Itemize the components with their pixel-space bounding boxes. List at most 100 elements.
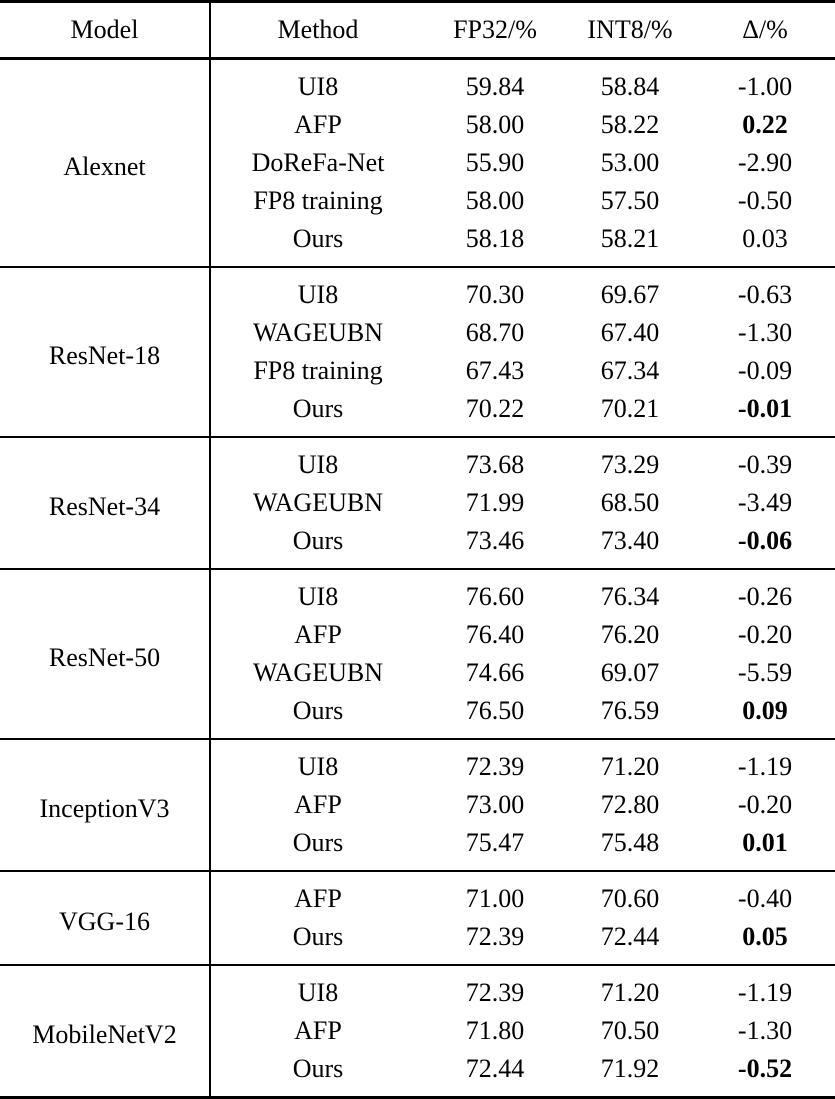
model-group: ResNet-18 UI8 70.30 69.67 -0.63 WAGEUBN 68.70 6… (0, 267, 835, 437)
fp32-cell: 73.46 (465, 526, 525, 555)
table-row: WAGEUBN 68.70 67.40 -1.30 (0, 314, 835, 352)
delta-cell: 0.05 (742, 922, 788, 951)
method-cell: FP8 training (253, 356, 383, 385)
table-row: ResNet-34 UI8 73.68 73.29 -0.39 (0, 437, 835, 569)
fp32-cell: 55.90 (465, 148, 525, 177)
int8-cell: 71.20 (600, 752, 660, 781)
int8-cell: 58.84 (600, 72, 660, 101)
fp32-cell: 76.40 (465, 620, 525, 649)
table-row: DoReFa-Net 55.90 53.00 -2.90 (0, 144, 835, 182)
int8-cell: 71.92 (600, 1054, 660, 1083)
fp32-cell: 71.99 (465, 488, 525, 517)
table-row: AFP 76.40 76.20 -0.20 (0, 616, 835, 654)
table-row: VGG-16 AFP 71.00 70.60 -0.40 (0, 871, 835, 965)
table-row: WAGEUBN 74.66 69.07 -5.59 (0, 654, 835, 692)
fp32-cell: 73.00 (465, 790, 525, 819)
int8-cell: 58.22 (600, 110, 660, 139)
table-row: Ours 72.39 72.44 0.05 (0, 918, 835, 965)
table-row: Ours 73.46 73.40 -0.06 (0, 522, 835, 569)
model-cell: ResNet-50 (0, 569, 211, 739)
method-cell: Ours (292, 394, 344, 423)
int8-cell: 76.34 (600, 582, 660, 611)
int8-cell: 68.50 (600, 488, 660, 517)
delta-cell: -0.26 (737, 582, 793, 611)
table-row: Alexnet UI8 59.84 58.84 -1.00 (0, 58, 835, 267)
delta-cell: -5.59 (737, 658, 793, 687)
model-cell: MobileNetV2 (0, 965, 211, 1098)
delta-cell: -0.63 (737, 280, 793, 309)
fp32-cell: 70.30 (465, 280, 525, 309)
model-cell: InceptionV3 (0, 739, 211, 871)
int8-cell: 69.07 (600, 658, 660, 687)
model-group: ResNet-50 UI8 76.60 76.34 -0.26 AFP 76.40 76.20… (0, 569, 835, 739)
header-row: Model Method FP32/% INT8/% Δ/% (0, 1, 835, 59)
fp32-cell: 71.80 (465, 1016, 525, 1045)
model-cell: Alexnet (0, 58, 211, 267)
table-row: FP8 training 67.43 67.34 -0.09 (0, 352, 835, 390)
table-row: AFP 58.00 58.22 0.22 (0, 106, 835, 144)
fp32-cell: 76.60 (465, 582, 525, 611)
delta-cell: 0.09 (742, 696, 788, 725)
model-cell: VGG-16 (0, 871, 211, 965)
fp32-cell: 75.47 (465, 828, 525, 857)
method-cell: Ours (292, 1054, 344, 1083)
delta-cell: -0.50 (737, 186, 793, 215)
int8-cell: 67.40 (600, 318, 660, 347)
int8-cell: 70.60 (600, 884, 660, 913)
int8-cell: 73.40 (600, 526, 660, 555)
table-row: Ours 76.50 76.59 0.09 (0, 692, 835, 739)
method-cell: FP8 training (253, 186, 383, 215)
table-row: ResNet-50 UI8 76.60 76.34 -0.26 (0, 569, 835, 739)
fp32-cell: 72.39 (465, 752, 525, 781)
delta-cell: -0.09 (737, 356, 793, 385)
fp32-cell: 58.00 (465, 110, 525, 139)
fp32-cell: 68.70 (465, 318, 525, 347)
table-row: AFP 73.00 72.80 -0.20 (0, 786, 835, 824)
method-cell: UI8 (297, 72, 339, 101)
delta-cell: -1.30 (737, 1016, 793, 1045)
table-row: Ours 70.22 70.21 -0.01 (0, 390, 835, 437)
method-cell: Ours (292, 828, 344, 857)
table-row: Ours 72.44 71.92 -0.52 (0, 1050, 835, 1098)
table-row: Ours 58.18 58.21 0.03 (0, 220, 835, 267)
model-group: VGG-16 AFP 71.00 70.60 -0.40 Ours 72.39 72.44 0.… (0, 871, 835, 965)
model-group: InceptionV3 UI8 72.39 71.20 -1.19 AFP 73.00 72.… (0, 739, 835, 871)
fp32-cell: 72.39 (465, 922, 525, 951)
fp32-cell: 74.66 (465, 658, 525, 687)
method-cell: AFP (294, 790, 342, 819)
method-cell: UI8 (297, 450, 339, 479)
column-header-model: Model (0, 1, 211, 59)
model-group: Alexnet UI8 59.84 58.84 -1.00 AFP 58.00 58.22 0.… (0, 58, 835, 267)
fp32-cell: 58.18 (465, 224, 525, 253)
delta-cell: -0.06 (737, 526, 793, 555)
int8-cell: 70.21 (600, 394, 660, 423)
int8-cell: 57.50 (600, 186, 660, 215)
method-cell: Ours (292, 922, 344, 951)
delta-cell: -1.19 (737, 978, 793, 1007)
model-cell: ResNet-18 (0, 267, 211, 437)
delta-cell: 0.03 (742, 224, 788, 253)
int8-cell: 70.50 (600, 1016, 660, 1045)
table-row: WAGEUBN 71.99 68.50 -3.49 (0, 484, 835, 522)
fp32-cell: 59.84 (465, 72, 525, 101)
method-cell: UI8 (297, 582, 339, 611)
fp32-cell: 58.00 (465, 186, 525, 215)
fp32-cell: 73.68 (465, 450, 525, 479)
delta-cell: 0.01 (742, 828, 788, 857)
delta-cell: 0.22 (742, 110, 788, 139)
delta-cell: -0.01 (737, 394, 793, 423)
table-row: AFP 71.80 70.50 -1.30 (0, 1012, 835, 1050)
table-row: ResNet-18 UI8 70.30 69.67 -0.63 (0, 267, 835, 437)
column-header-method: Method (277, 15, 359, 44)
int8-cell: 67.34 (600, 356, 660, 385)
delta-cell: -1.19 (737, 752, 793, 781)
method-cell: WAGEUBN (253, 658, 383, 687)
column-header-delta: Δ/% (742, 15, 788, 44)
fp32-cell: 70.22 (465, 394, 525, 423)
delta-cell: -0.52 (737, 1054, 793, 1083)
method-cell: DoReFa-Net (251, 148, 385, 177)
column-header-int8: INT8/% (587, 15, 673, 44)
method-cell: AFP (294, 110, 342, 139)
int8-cell: 72.80 (600, 790, 660, 819)
